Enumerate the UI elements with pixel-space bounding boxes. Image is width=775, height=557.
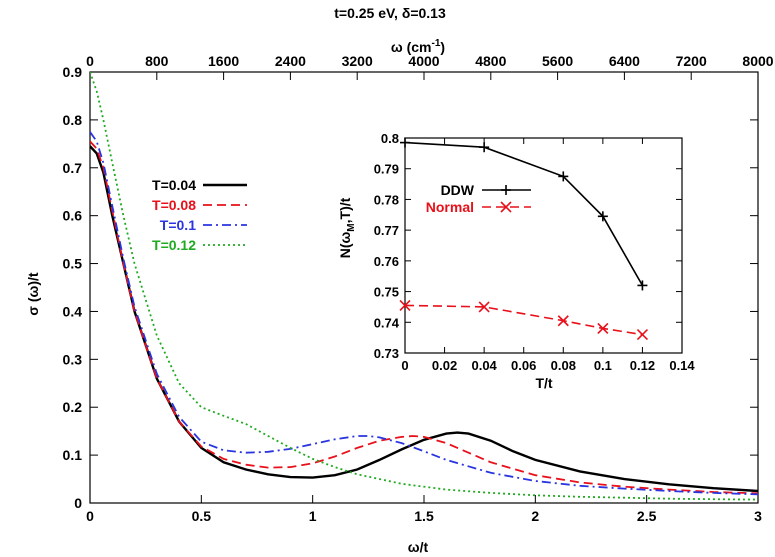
inset-x-axis-label: T/t — [535, 375, 552, 391]
y-tick-label: 0.2 — [63, 399, 83, 415]
x-tick-label: 0.5 — [192, 508, 212, 524]
x-tick-label: 0 — [86, 508, 94, 524]
inset-y-tick-label: 0.77 — [374, 223, 399, 238]
x-axis-label: ω/t — [408, 539, 429, 555]
inset-legend-label-Normal: Normal — [426, 199, 474, 215]
y-tick-label: 0.8 — [63, 112, 83, 128]
inset-y-tick-label: 0.74 — [374, 315, 400, 330]
legend-label-T=0.04: T=0.04 — [152, 177, 196, 193]
inset-x-tick-label: 0.06 — [511, 358, 536, 373]
y-tick-label: 0.4 — [63, 303, 83, 319]
top-tick-label: 4800 — [475, 53, 506, 69]
y-tick-label: 0.9 — [63, 64, 83, 80]
inset-point-Normal-b — [399, 299, 411, 311]
x-tick-label: 3 — [754, 508, 762, 524]
inset-y-tick-label: 0.79 — [374, 162, 399, 177]
inset-plot: 0 0.02 0.04 0.06 0.08 0.1 0.12 0.14 0.73 0.74 0.75… — [374, 131, 696, 373]
top-axis-label: ω (cm-1) — [391, 38, 445, 55]
inset-y-tick-label: 0.73 — [374, 346, 399, 361]
top-tick-label: 0 — [86, 53, 94, 69]
inset-y-tick-label: 0.8 — [381, 131, 399, 146]
inset-x-tick-label: 0.04 — [471, 358, 497, 373]
legend-label-T=0.1: T=0.1 — [160, 217, 196, 233]
top-tick-label: 5600 — [542, 53, 573, 69]
chart-title: t=0.25 eV, δ=0.13 — [334, 5, 446, 21]
inset-point-Normal-b — [636, 329, 648, 341]
inset-point-Normal-b — [478, 301, 490, 313]
y-tick-label: 0.1 — [63, 447, 83, 463]
top-tick-label: 800 — [145, 53, 169, 69]
legend-label-T=0.08: T=0.08 — [152, 197, 196, 213]
y-tick-label: 0.7 — [63, 160, 83, 176]
series-line-T=0.1 — [90, 131, 758, 496]
inset-x-tick-label: 0.1 — [594, 358, 612, 373]
series-line-T=0.08 — [90, 140, 758, 495]
y-tick-label: 0.3 — [63, 351, 83, 367]
top-tick-label: 1600 — [208, 53, 239, 69]
main-plot: 0 0.5 1 1.5 2 2.5 3 0 0.1 0.2 0.3 0.4 0.5 0.6 0.7 0.8 0.… — [63, 53, 774, 524]
inset-point-Normal-b — [557, 315, 569, 327]
inset-x-tick-label: 0.12 — [630, 358, 655, 373]
x-tick-label: 1.5 — [414, 508, 434, 524]
inset-legend-label-DDW: DDW — [441, 182, 475, 198]
x-tick-label: 2 — [531, 508, 539, 524]
inset-y-axis-label: N(ωM,T)/t — [337, 197, 357, 258]
y-axis-label: σ (ω)/t — [25, 272, 41, 316]
inset-x-tick-label: 0 — [401, 358, 408, 373]
top-tick-label: 4000 — [408, 53, 439, 69]
top-tick-label: 8000 — [742, 53, 773, 69]
y-tick-label: 0 — [74, 495, 82, 511]
inset-y-tick-label: 0.78 — [374, 192, 399, 207]
inset-x-tick-label: 0.08 — [551, 358, 576, 373]
inset-frame — [404, 137, 683, 354]
inset-legend-marker-Normal-b — [500, 201, 512, 213]
x-tick-label: 1 — [309, 508, 317, 524]
inset-y-tick-label: 0.75 — [374, 285, 399, 300]
y-tick-label: 0.6 — [63, 208, 83, 224]
top-tick-label: 6400 — [609, 53, 640, 69]
inset-x-tick-label: 0.02 — [432, 358, 457, 373]
inset-x-tick-label: 0.14 — [669, 358, 695, 373]
y-tick-label: 0.5 — [63, 256, 83, 272]
top-tick-label: 2400 — [275, 53, 306, 69]
series-line-T=0.12 — [90, 72, 758, 501]
top-tick-label: 3200 — [342, 53, 373, 69]
legend-label-T=0.12: T=0.12 — [152, 237, 196, 253]
top-tick-label: 7200 — [676, 53, 707, 69]
x-tick-label: 2.5 — [637, 508, 657, 524]
inset-y-tick-label: 0.76 — [374, 254, 399, 269]
inset-point-Normal-b — [597, 322, 609, 334]
